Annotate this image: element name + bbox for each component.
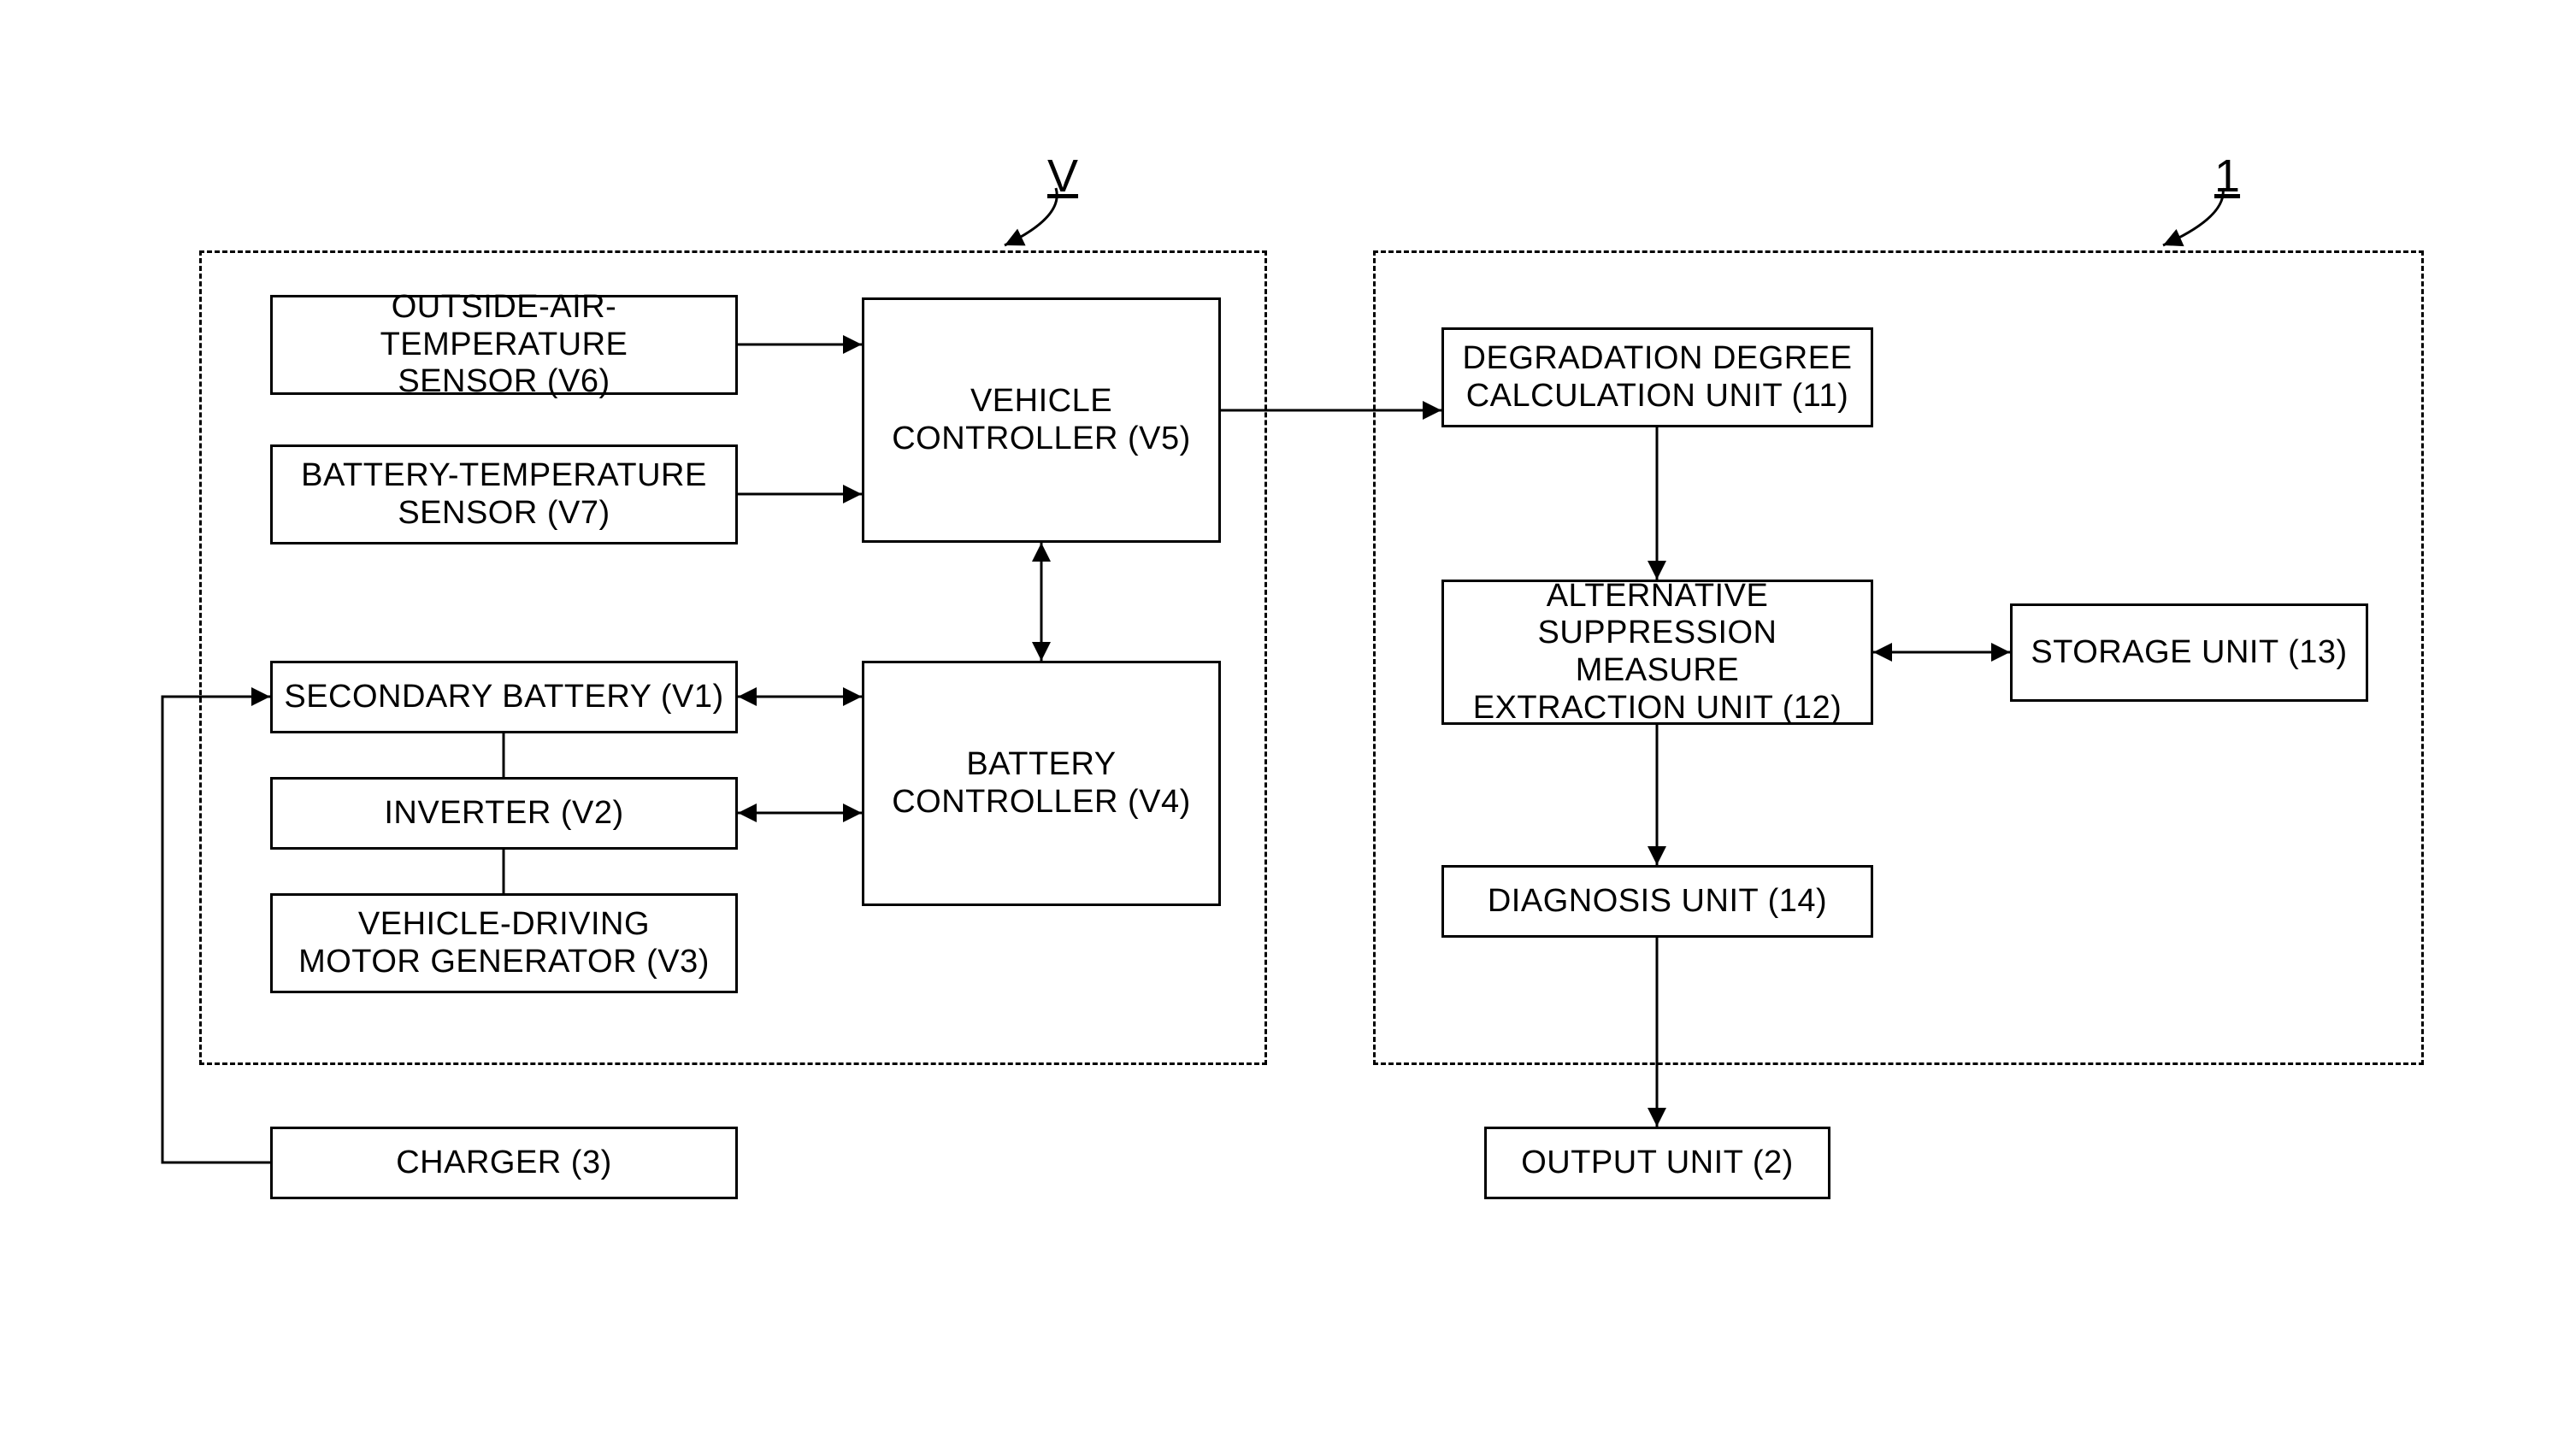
label-1: 1 bbox=[2214, 150, 2240, 203]
node-unit14: DIAGNOSIS UNIT (14) bbox=[1441, 865, 1873, 938]
node-v7: BATTERY-TEMPERATURESENSOR (V7) bbox=[270, 444, 738, 544]
label-V: V bbox=[1047, 150, 1078, 203]
node-unit13: STORAGE UNIT (13) bbox=[2010, 603, 2368, 702]
node-unit12: ALTERNATIVESUPPRESSION MEASUREEXTRACTION… bbox=[1441, 580, 1873, 725]
node-v3: VEHICLE-DRIVINGMOTOR GENERATOR (V3) bbox=[270, 893, 738, 993]
node-v1: SECONDARY BATTERY (V1) bbox=[270, 661, 738, 733]
node-unit11: DEGRADATION DEGREECALCULATION UNIT (11) bbox=[1441, 327, 1873, 427]
node-v4: BATTERYCONTROLLER (V4) bbox=[862, 661, 1221, 906]
node-v5: VEHICLECONTROLLER (V5) bbox=[862, 297, 1221, 543]
node-charger: CHARGER (3) bbox=[270, 1127, 738, 1199]
node-v6: OUTSIDE-AIR-TEMPERATURESENSOR (V6) bbox=[270, 295, 738, 395]
node-v2: INVERTER (V2) bbox=[270, 777, 738, 850]
node-output: OUTPUT UNIT (2) bbox=[1484, 1127, 1830, 1199]
